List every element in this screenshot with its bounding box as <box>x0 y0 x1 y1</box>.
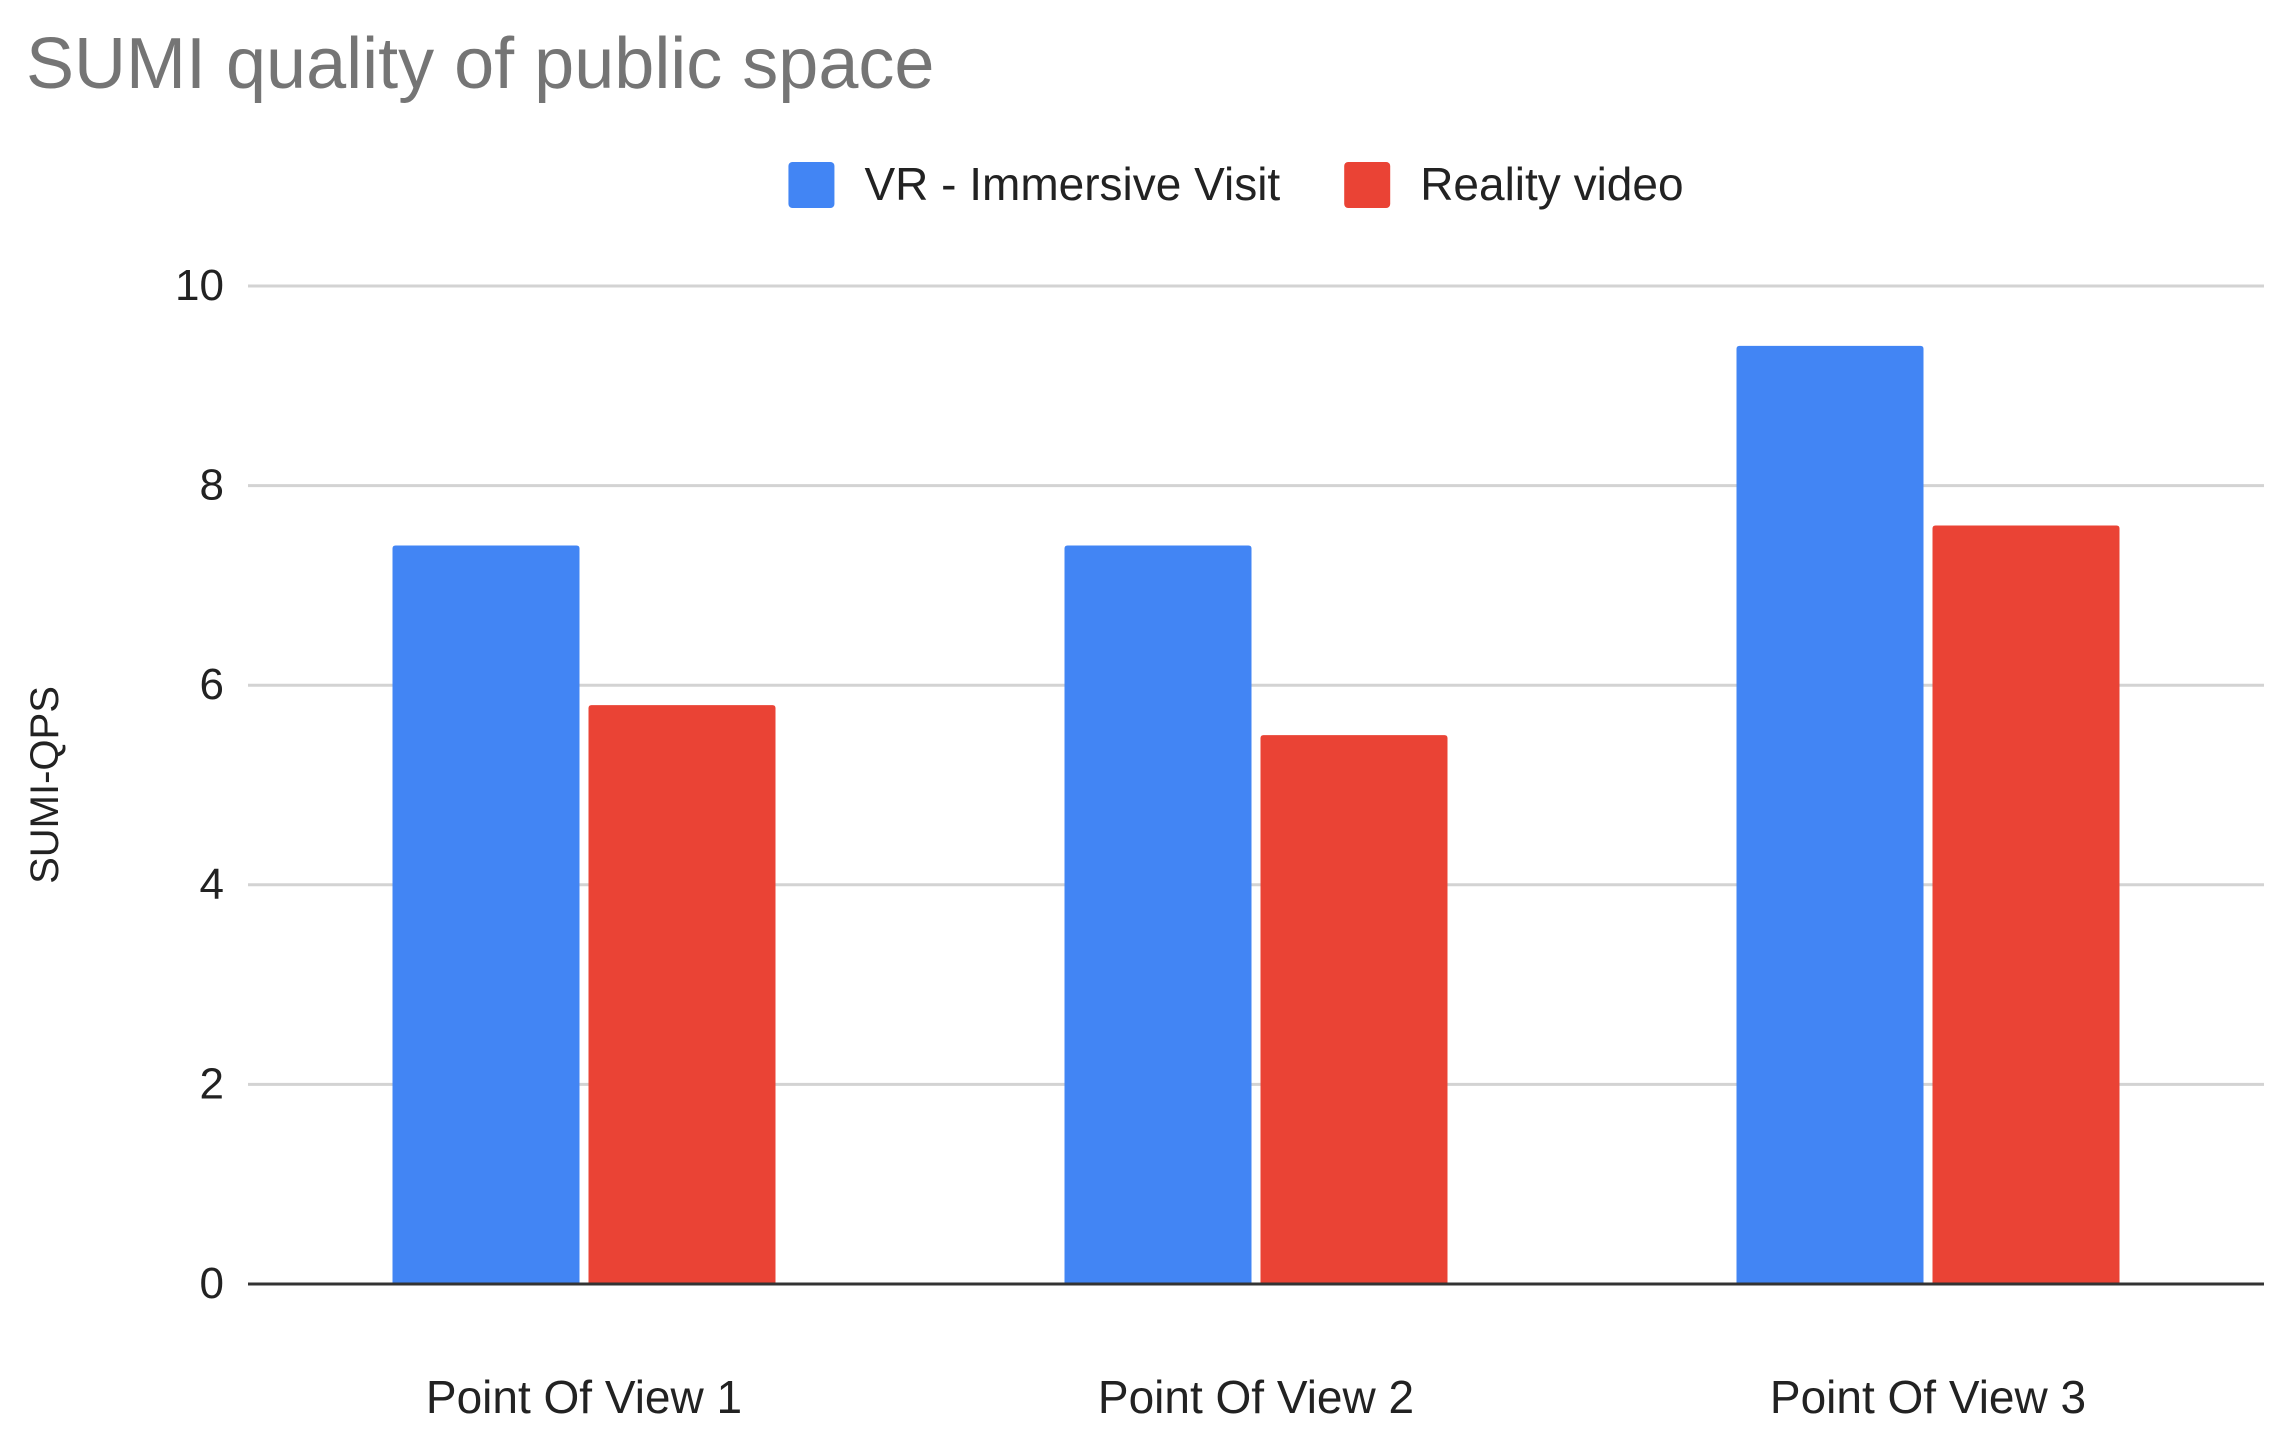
bar <box>1064 545 1252 1284</box>
gridlines <box>248 284 2264 1086</box>
y-tick-label: 8 <box>200 461 224 510</box>
legend-swatch <box>788 162 835 208</box>
legend-swatch <box>1344 162 1391 208</box>
bar <box>1932 525 2120 1284</box>
x-tick-label: Point Of View 2 <box>1098 1371 1414 1423</box>
bar <box>588 705 776 1284</box>
x-axis-ticks: Point Of View 1 Point Of View 2 Point Of V… <box>426 1371 2086 1423</box>
legend-item: VR - Immersive Visit <box>788 158 1280 210</box>
y-tick-label: 6 <box>200 660 224 709</box>
y-tick-label: 2 <box>200 1059 224 1108</box>
legend-label: VR - Immersive Visit <box>864 158 1280 210</box>
bar <box>1260 735 1448 1284</box>
bars <box>392 345 2120 1284</box>
x-tick-label: Point Of View 1 <box>426 1371 742 1423</box>
y-axis-ticks: 0 2 4 6 8 10 <box>175 261 224 1308</box>
y-tick-label: 10 <box>175 261 224 310</box>
bar <box>392 545 580 1284</box>
legend: VR - Immersive Visit Reality video <box>788 158 1684 210</box>
bar <box>1736 345 1924 1284</box>
x-tick-label: Point Of View 3 <box>1770 1371 2086 1423</box>
chart-title: SUMI quality of public space <box>26 24 934 104</box>
y-axis-label: SUMI-QPS <box>23 686 67 884</box>
legend-label: Reality video <box>1420 158 1683 210</box>
y-tick-label: 4 <box>200 860 224 909</box>
y-tick-label: 0 <box>200 1259 224 1308</box>
legend-item: Reality video <box>1344 158 1684 210</box>
